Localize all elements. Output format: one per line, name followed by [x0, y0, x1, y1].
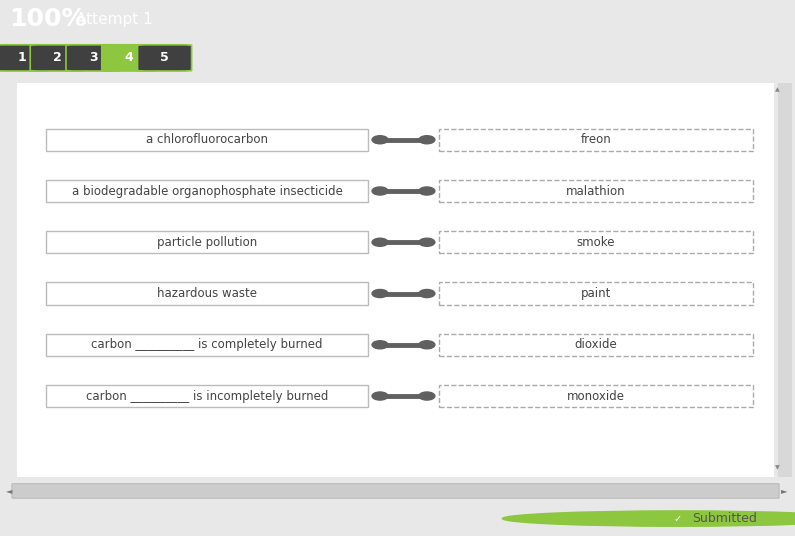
FancyBboxPatch shape	[439, 385, 753, 407]
Text: 100%: 100%	[10, 8, 87, 31]
Circle shape	[372, 238, 388, 247]
FancyBboxPatch shape	[138, 45, 192, 71]
Text: dioxide: dioxide	[575, 338, 617, 351]
Circle shape	[419, 341, 435, 349]
Circle shape	[502, 511, 795, 526]
Text: carbon __________ is completely burned: carbon __________ is completely burned	[91, 338, 323, 351]
FancyBboxPatch shape	[102, 45, 156, 71]
Text: ▲: ▲	[775, 87, 780, 92]
FancyBboxPatch shape	[46, 129, 368, 151]
FancyBboxPatch shape	[46, 180, 368, 202]
Text: 1: 1	[17, 51, 26, 64]
Circle shape	[419, 392, 435, 400]
Text: ✓: ✓	[673, 513, 681, 524]
Text: paint: paint	[580, 287, 611, 300]
Circle shape	[419, 238, 435, 247]
Text: a chlorofluorocarbon: a chlorofluorocarbon	[146, 133, 268, 146]
Text: ◄: ◄	[6, 487, 13, 495]
Text: particle pollution: particle pollution	[157, 236, 258, 249]
Text: ▼: ▼	[775, 466, 780, 471]
FancyBboxPatch shape	[439, 231, 753, 254]
FancyBboxPatch shape	[30, 45, 84, 71]
Circle shape	[419, 136, 435, 144]
FancyBboxPatch shape	[46, 385, 368, 407]
FancyBboxPatch shape	[439, 129, 753, 151]
Text: hazardous waste: hazardous waste	[157, 287, 257, 300]
Circle shape	[372, 136, 388, 144]
FancyBboxPatch shape	[439, 180, 753, 202]
Text: 4: 4	[124, 51, 134, 64]
FancyBboxPatch shape	[46, 282, 368, 304]
FancyBboxPatch shape	[17, 83, 774, 477]
FancyBboxPatch shape	[46, 231, 368, 254]
FancyBboxPatch shape	[439, 334, 753, 356]
Text: monoxide: monoxide	[567, 390, 625, 403]
Text: Submitted: Submitted	[692, 512, 757, 525]
Circle shape	[419, 289, 435, 297]
Text: malathion: malathion	[566, 184, 626, 197]
Circle shape	[419, 187, 435, 195]
Text: 2: 2	[52, 51, 62, 64]
Circle shape	[372, 392, 388, 400]
FancyBboxPatch shape	[0, 45, 48, 71]
Text: 5: 5	[160, 51, 169, 64]
Circle shape	[372, 341, 388, 349]
Text: Attempt 1: Attempt 1	[76, 12, 153, 27]
FancyBboxPatch shape	[778, 83, 792, 477]
FancyBboxPatch shape	[12, 484, 779, 498]
Circle shape	[372, 289, 388, 297]
Text: smoke: smoke	[576, 236, 615, 249]
Text: a biodegradable organophosphate insecticide: a biodegradable organophosphate insectic…	[72, 184, 343, 197]
Text: freon: freon	[580, 133, 611, 146]
FancyBboxPatch shape	[46, 334, 368, 356]
Text: carbon __________ is incompletely burned: carbon __________ is incompletely burned	[86, 390, 328, 403]
Text: 3: 3	[89, 51, 97, 64]
Circle shape	[372, 187, 388, 195]
FancyBboxPatch shape	[439, 282, 753, 304]
FancyBboxPatch shape	[66, 45, 120, 71]
Text: ►: ►	[781, 487, 787, 495]
